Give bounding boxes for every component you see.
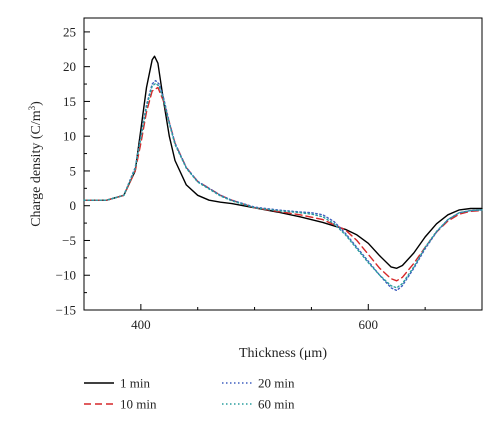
legend-label: 60 min (258, 397, 295, 412)
legend-label: 10 min (120, 397, 157, 412)
series-line-10-min (83, 86, 483, 282)
x-tick-label: 600 (359, 317, 379, 332)
legend: 1 min 10 min 20 min 60 min (84, 376, 295, 412)
y-axis-ticks: −15 −10 −5 0 5 10 15 20 25 (56, 24, 90, 318)
y-tick-label: 5 (70, 163, 77, 178)
legend-label: 20 min (258, 376, 295, 391)
x-tick-label: 400 (131, 317, 151, 332)
y-tick-label: 25 (63, 24, 76, 39)
y-tick-label: 0 (70, 198, 77, 213)
series-lines (83, 55, 483, 292)
y-tick-label: 20 (63, 59, 76, 74)
y-tick-label: −10 (56, 268, 76, 283)
y-tick-label: 15 (63, 94, 76, 109)
y-tick-label: 10 (63, 129, 76, 144)
series-line-60-min (83, 82, 483, 289)
x-axis-ticks: 400 600 (83, 304, 483, 332)
y-tick-label: −15 (56, 303, 76, 318)
x-axis-title: Thickness (μm) (239, 346, 327, 361)
plot-frame (83, 17, 483, 311)
y-tick-label: −5 (62, 233, 76, 248)
series-line-1-min (83, 55, 483, 269)
legend-label: 1 min (120, 376, 150, 391)
y-axis-title: Charge density (C/m3) (27, 101, 44, 227)
